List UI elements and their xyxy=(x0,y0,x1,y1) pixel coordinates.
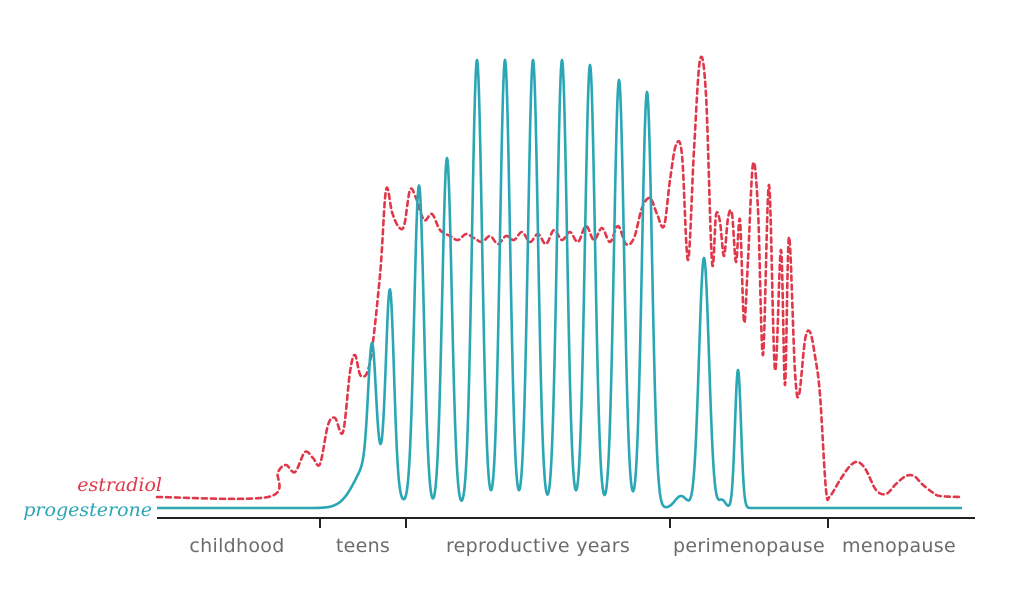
estradiol-curve xyxy=(155,55,964,502)
phase-label-perimenopause: perimenopause xyxy=(673,535,825,557)
phase-label-childhood: childhood xyxy=(189,535,284,557)
phase-label-menopause: menopause xyxy=(842,535,956,557)
progesterone-legend-label: progesterone xyxy=(23,499,152,521)
estradiol-legend-label: estradiol xyxy=(77,474,162,496)
phase-label-teens: teens xyxy=(336,535,390,557)
phase-label-reproductive-years: reproductive years xyxy=(446,535,630,557)
progesterone-curve xyxy=(156,58,963,510)
